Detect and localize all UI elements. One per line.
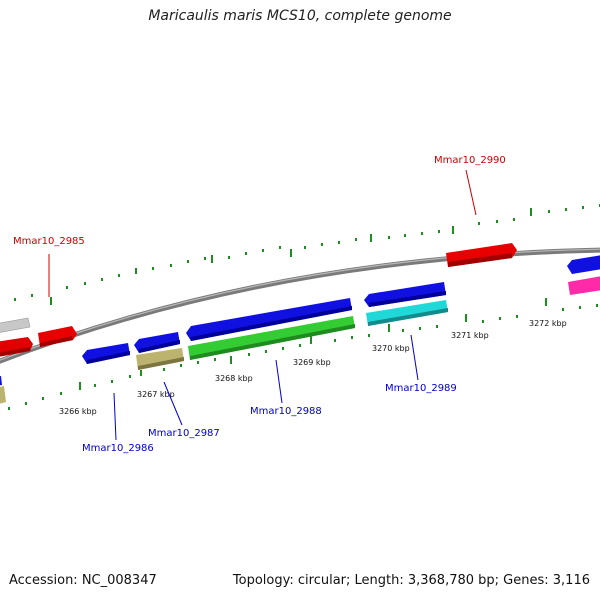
gene-arrow-magenta [568,276,600,295]
gene-arrow-gray [0,317,31,333]
leader-line-2989 [410,334,419,381]
gene-arrow-blue-right [567,255,600,274]
gene-label-2988: Mmar10_2988 [250,406,322,417]
scale-label-3272: 3272 kbp [529,319,567,328]
accession-text: Accession: NC_008347 [9,573,157,588]
leader-line-2987 [163,381,183,426]
gene-label-2985: Mmar10_2985 [13,236,85,247]
gene-arrow-olive-left [0,386,6,404]
gene-label-2986: Mmar10_2986 [82,443,154,454]
scale-label-3270: 3270 kbp [372,344,410,353]
scale-label-3269: 3269 kbp [293,358,331,367]
scale-label-3266: 3266 kbp [59,407,97,416]
gene-label-2990: Mmar10_2990 [434,155,506,166]
map-title: Maricaulis maris MCS10, complete genome [148,8,452,24]
scale-label-3271: 3271 kbp [451,331,489,340]
gene-arrow-blue-left-edge [0,376,2,386]
reverse-genes [0,255,600,404]
outer-scale-ticks [14,204,600,305]
forward-genes [0,243,517,357]
leader-line-2988 [275,359,283,404]
leader-line-2986 [113,392,117,441]
scale-label-3267: 3267 kbp [137,390,175,399]
inner-scale-ticks [8,298,598,410]
leader-line-2990 [465,169,477,216]
gene-label-2987: Mmar10_2987 [148,428,220,439]
scale-label-3268: 3268 kbp [215,374,253,383]
genome-summary-text: Topology: circular; Length: 3,368,780 bp… [232,573,590,588]
gene-label-2989: Mmar10_2989 [385,383,457,394]
